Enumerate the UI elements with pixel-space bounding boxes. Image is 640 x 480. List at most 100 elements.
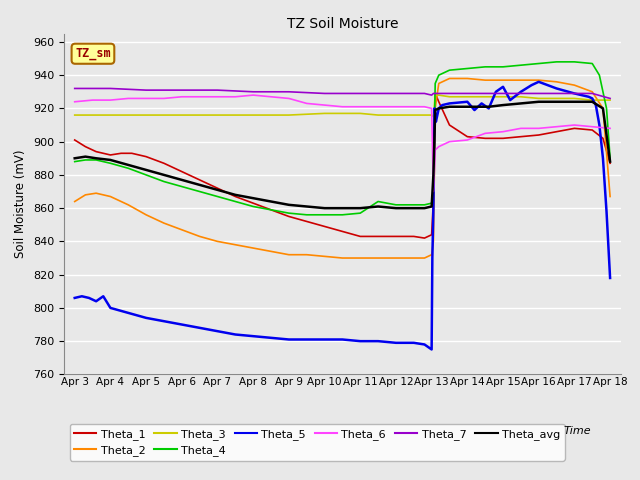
Theta_4 (160, 179, 168, 184)
Theta_3 (481, 94, 489, 100)
Theta_4 (214, 193, 221, 199)
Theta_avg (463, 104, 471, 109)
Theta_5 (196, 325, 204, 331)
Theta_3 (535, 96, 543, 101)
Theta_3 (445, 94, 453, 100)
Theta_7 (517, 91, 525, 96)
Theta_3 (285, 112, 292, 118)
Theta_6 (106, 97, 114, 103)
Theta_4 (71, 159, 79, 165)
Theta_4 (570, 59, 578, 65)
Theta_4 (374, 199, 382, 204)
Theta_4 (178, 184, 186, 190)
Theta_1 (517, 134, 525, 140)
Theta_4 (321, 212, 328, 218)
Theta_avg (250, 195, 257, 201)
Theta_3 (410, 112, 418, 118)
Theta_6 (481, 131, 489, 136)
Theta_avg (428, 204, 435, 209)
Theta_avg (431, 107, 439, 113)
Theta_2 (535, 77, 543, 83)
Theta_7 (142, 87, 150, 93)
Theta_7 (428, 92, 435, 98)
Theta_6 (588, 124, 596, 130)
Theta_4 (356, 210, 364, 216)
Line: Theta_4: Theta_4 (75, 62, 610, 215)
Theta_3 (71, 112, 79, 118)
Theta_avg (599, 106, 607, 111)
Theta_7 (106, 85, 114, 91)
Theta_2 (553, 79, 561, 84)
Theta_1 (499, 135, 507, 141)
Theta_1 (117, 150, 125, 156)
Theta_1 (71, 137, 79, 143)
Theta_7 (214, 87, 221, 93)
Theta_2 (420, 255, 428, 261)
Theta_3 (420, 112, 428, 118)
Theta_avg (321, 205, 328, 211)
Theta_7 (392, 91, 400, 96)
Theta_6 (517, 125, 525, 131)
Theta_6 (429, 189, 437, 194)
Theta_4 (463, 66, 471, 72)
Theta_2 (570, 82, 578, 88)
Theta_2 (124, 202, 132, 208)
Theta_6 (285, 96, 292, 101)
Theta_1 (321, 224, 328, 229)
Theta_avg (429, 172, 437, 178)
Theta_6 (339, 104, 346, 109)
Theta_avg (474, 104, 482, 109)
Theta_2 (142, 212, 150, 218)
Theta_3 (142, 112, 150, 118)
Theta_4 (499, 64, 507, 70)
Theta_1 (339, 228, 346, 234)
Theta_2 (410, 255, 418, 261)
Theta_3 (553, 96, 561, 101)
Theta_5 (374, 338, 382, 344)
Theta_3 (214, 112, 221, 118)
Theta_3 (321, 110, 328, 116)
Theta_2 (303, 252, 310, 258)
Theta_6 (553, 124, 561, 130)
Theta_3 (431, 92, 439, 98)
Theta_3 (606, 97, 614, 103)
Theta_5 (606, 275, 614, 281)
Theta_4 (588, 60, 596, 66)
Theta_6 (392, 104, 400, 109)
Theta_4 (553, 59, 561, 65)
Theta_2 (71, 199, 79, 204)
Theta_7 (570, 91, 578, 96)
Theta_3 (250, 112, 257, 118)
Text: TZ_sm: TZ_sm (75, 47, 111, 60)
Theta_3 (588, 97, 596, 103)
Theta_7 (250, 89, 257, 95)
Theta_2 (160, 220, 168, 226)
Theta_1 (178, 168, 186, 174)
Theta_avg (553, 99, 561, 105)
Theta_1 (420, 235, 428, 241)
Theta_2 (517, 77, 525, 83)
Theta_5 (428, 347, 435, 352)
Theta_avg (81, 154, 89, 159)
Theta_6 (606, 125, 614, 131)
Theta_7 (356, 91, 364, 96)
Line: Theta_1: Theta_1 (75, 94, 610, 238)
Theta_1 (81, 144, 89, 150)
Line: Theta_7: Theta_7 (75, 88, 610, 98)
Theta_6 (356, 104, 364, 109)
Theta_avg (435, 106, 443, 111)
Theta_4 (606, 156, 614, 161)
Theta_3 (463, 94, 471, 100)
Theta_2 (356, 255, 364, 261)
Theta_2 (92, 190, 100, 196)
Theta_2 (431, 106, 439, 111)
Theta_4 (392, 202, 400, 208)
Theta_avg (267, 199, 275, 204)
Theta_3 (106, 112, 114, 118)
Theta_avg (374, 204, 382, 209)
Theta_3 (178, 112, 186, 118)
Theta_6 (428, 106, 435, 111)
Theta_2 (429, 239, 437, 244)
Theta_6 (142, 96, 150, 101)
Theta_3 (499, 94, 507, 100)
